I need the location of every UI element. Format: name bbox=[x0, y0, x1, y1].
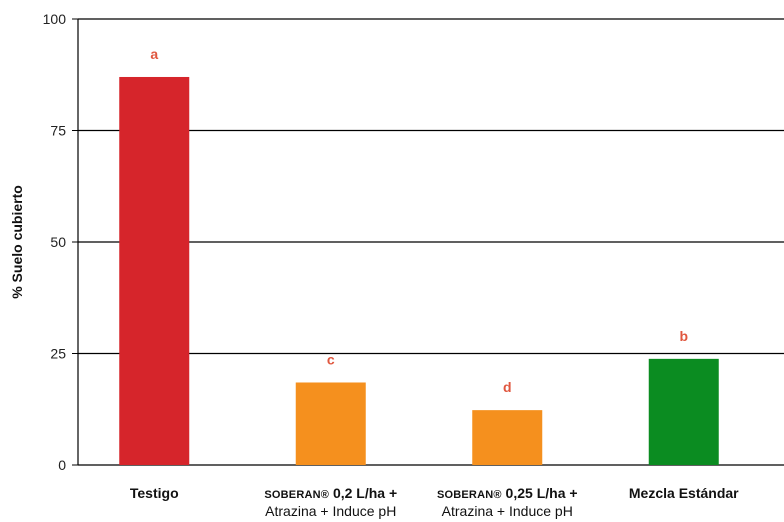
x-tick-label: SOBERAN® 0,25 L/ha + Atrazina + Induce pH bbox=[407, 485, 607, 519]
bars bbox=[119, 76, 719, 465]
x-tick-label-line1: SOBERAN® 0,2 L/ha + bbox=[231, 485, 431, 503]
x-tick-label: SOBERAN® 0,2 L/ha + Atrazina + Induce pH bbox=[231, 485, 431, 519]
y-tick-label: 50 bbox=[50, 234, 66, 250]
y-tick-label: 75 bbox=[50, 123, 66, 139]
significance-labels: a c d b bbox=[150, 46, 688, 395]
x-tick-label: Testigo bbox=[54, 485, 254, 501]
y-tick-label: 0 bbox=[58, 457, 66, 473]
x-tick-label-text: 0,2 L/ha + bbox=[329, 485, 398, 501]
significance-label: c bbox=[327, 351, 335, 367]
x-tick-label-text: 0,25 L/ha + bbox=[501, 485, 578, 501]
x-tick-label-line1: SOBERAN® 0,25 L/ha + bbox=[407, 485, 607, 503]
x-tick-label-line2: Atrazina + Induce pH bbox=[441, 503, 573, 519]
significance-label: a bbox=[150, 46, 158, 62]
bar bbox=[472, 410, 543, 465]
y-axis-label: % Suelo cubierto bbox=[9, 185, 25, 299]
x-tick-label-text: Mezcla Estándar bbox=[628, 485, 739, 501]
significance-label: b bbox=[679, 328, 688, 344]
bar bbox=[648, 358, 719, 465]
brand-name: SOBERAN® bbox=[264, 489, 330, 501]
y-tick-label: 25 bbox=[50, 346, 66, 362]
y-tick-labels: 0 25 50 75 100 bbox=[43, 11, 67, 473]
x-tick-label-line1: Mezcla Estándar bbox=[584, 485, 784, 501]
x-tick-label-text: Testigo bbox=[129, 485, 179, 501]
x-tick-label-line2: Atrazina + Induce pH bbox=[265, 503, 397, 519]
significance-label: d bbox=[503, 379, 512, 395]
x-tick-label-line1: Testigo bbox=[54, 485, 254, 501]
gridlines bbox=[78, 18, 784, 355]
y-tick-label: 100 bbox=[43, 11, 67, 27]
bar bbox=[295, 382, 366, 465]
brand-name: SOBERAN® bbox=[436, 489, 502, 501]
bar bbox=[119, 76, 190, 465]
x-tick-label: Mezcla Estándar bbox=[584, 485, 784, 501]
